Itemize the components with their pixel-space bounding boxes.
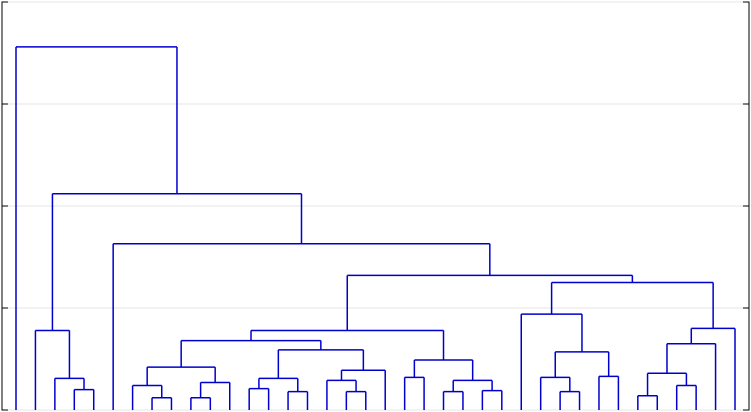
chart	[1, 1, 750, 411]
